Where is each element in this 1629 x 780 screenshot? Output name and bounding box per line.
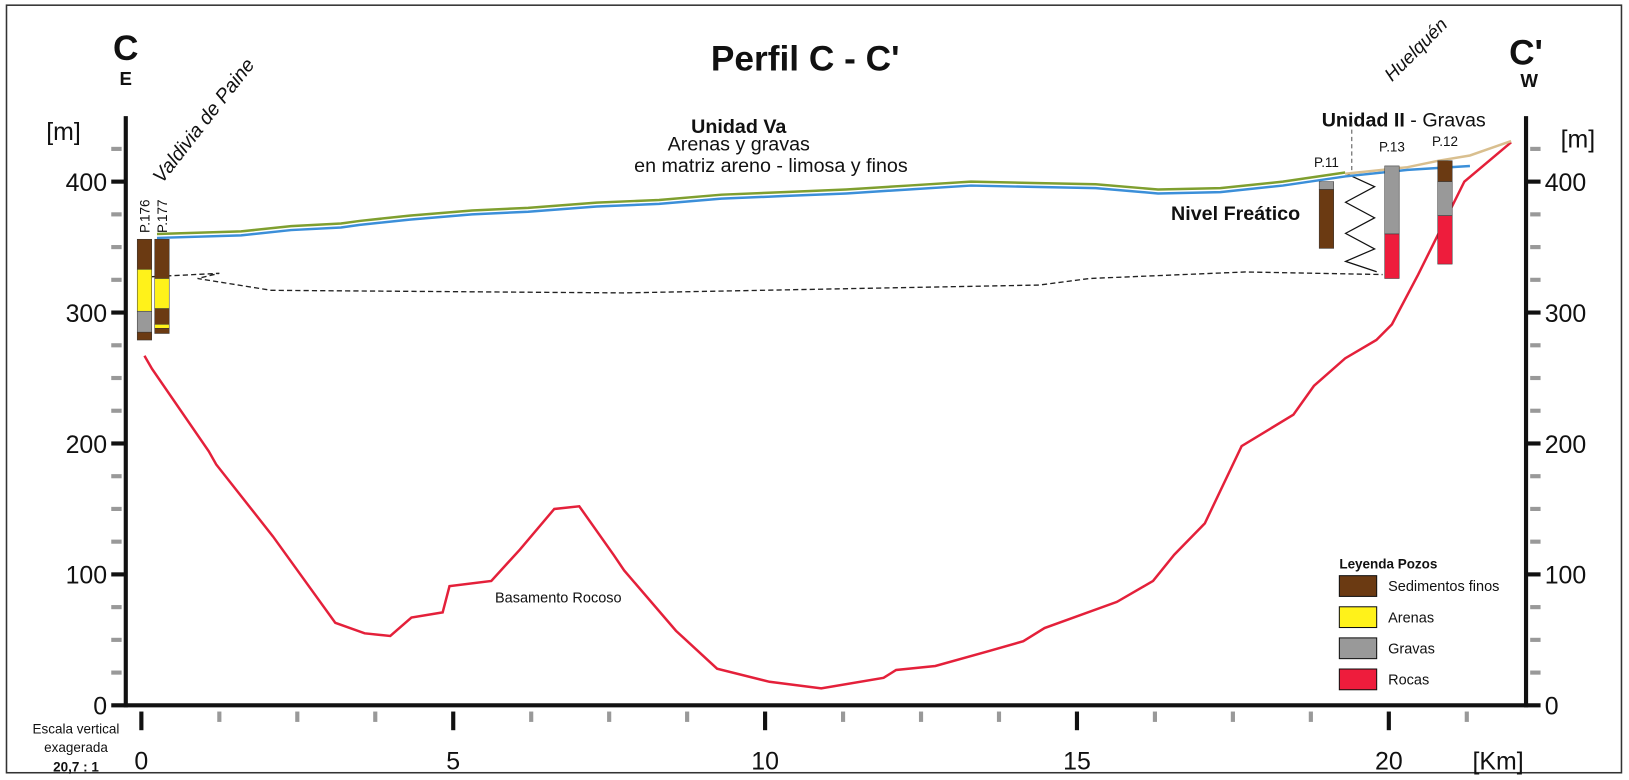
well-layer [155,239,170,278]
x-tick-label: 0 [134,748,148,776]
well-label: P.12 [1432,134,1458,149]
y-tick-label: 100 [66,562,108,590]
legend-label: Arenas [1388,610,1434,626]
well-label: P.177 [155,200,170,233]
well-layer [1438,182,1453,216]
unit-label: Unidad II - Gravas [1322,110,1486,132]
legend-swatch [1339,669,1376,690]
section-end: C' [1509,33,1543,72]
well-layer [137,239,152,269]
y2-tick-label: 0 [1545,693,1559,721]
scale-note: 20,7 : 1 [53,760,99,775]
y-axis-label: [m] [46,118,81,146]
y2-tick-label: 200 [1545,431,1587,459]
well-layer [137,332,152,340]
well-layer [1319,182,1334,190]
chart: C E C' W Perfil C - C' [m] [m] [Km] Esca… [0,0,1629,780]
well-layer [1385,166,1400,234]
y2-axis-label: [m] [1561,125,1596,153]
x-tick-label: 20 [1375,748,1403,776]
legend-swatch [1339,607,1376,628]
town-label: Huelquén [1380,14,1451,85]
unit-desc: Arenas y gravas [668,133,810,155]
x-tick-label: 15 [1063,748,1091,776]
well-layer [155,279,170,309]
x-tick-label: 10 [751,748,779,776]
section-start-dir: E [120,68,132,89]
scale-note: Escala vertical [33,721,120,736]
well-layer [137,311,152,332]
legend-label: Sedimentos finos [1388,579,1499,595]
well-label: P.176 [138,200,153,233]
y-tick-label: 0 [93,693,107,721]
legend-swatch [1339,576,1376,597]
water-label: Nivel Freático [1171,203,1300,225]
well-layer [137,269,152,311]
section-start: C [113,29,138,68]
y-tick-label: 200 [66,431,108,459]
x-axis-label: [Km] [1472,748,1523,776]
x-tick-label: 5 [446,748,460,776]
profile-line [144,142,1511,688]
scale-note: exagerada [44,740,108,755]
y-tick-label: 400 [66,169,108,197]
unit-desc: en matriz areno - limosa y finos [634,155,908,177]
chart-title: Perfil C - C' [711,40,900,79]
y2-tick-label: 300 [1545,300,1587,328]
legend-label: Gravas [1388,641,1435,657]
profile-line [157,172,1345,234]
section-end-dir: W [1520,70,1538,91]
y-tick-label: 300 [66,300,108,328]
well-layer [1385,234,1400,279]
legend-title: Leyenda Pozos [1339,556,1437,571]
well-layer [155,324,170,328]
legend-label: Rocas [1388,673,1429,689]
well-layer [155,328,170,333]
basement-label: Basamento Rocoso [495,591,622,607]
well-label: P.11 [1314,155,1339,170]
well-layer [155,309,170,325]
y2-tick-label: 100 [1545,562,1587,590]
well-layer [1438,161,1453,182]
unit-desc: - Gravas [1405,110,1486,132]
well-layer [1438,216,1453,264]
profile-line [141,272,1382,293]
well-label: P.13 [1379,139,1405,154]
well-layer [1319,189,1334,248]
legend-swatch [1339,638,1376,659]
y2-tick-label: 400 [1545,169,1587,197]
well-zigzag [1346,174,1377,271]
unit-label: Unidad II [1322,110,1405,132]
town-label: Valdivia de Paine [149,54,260,187]
